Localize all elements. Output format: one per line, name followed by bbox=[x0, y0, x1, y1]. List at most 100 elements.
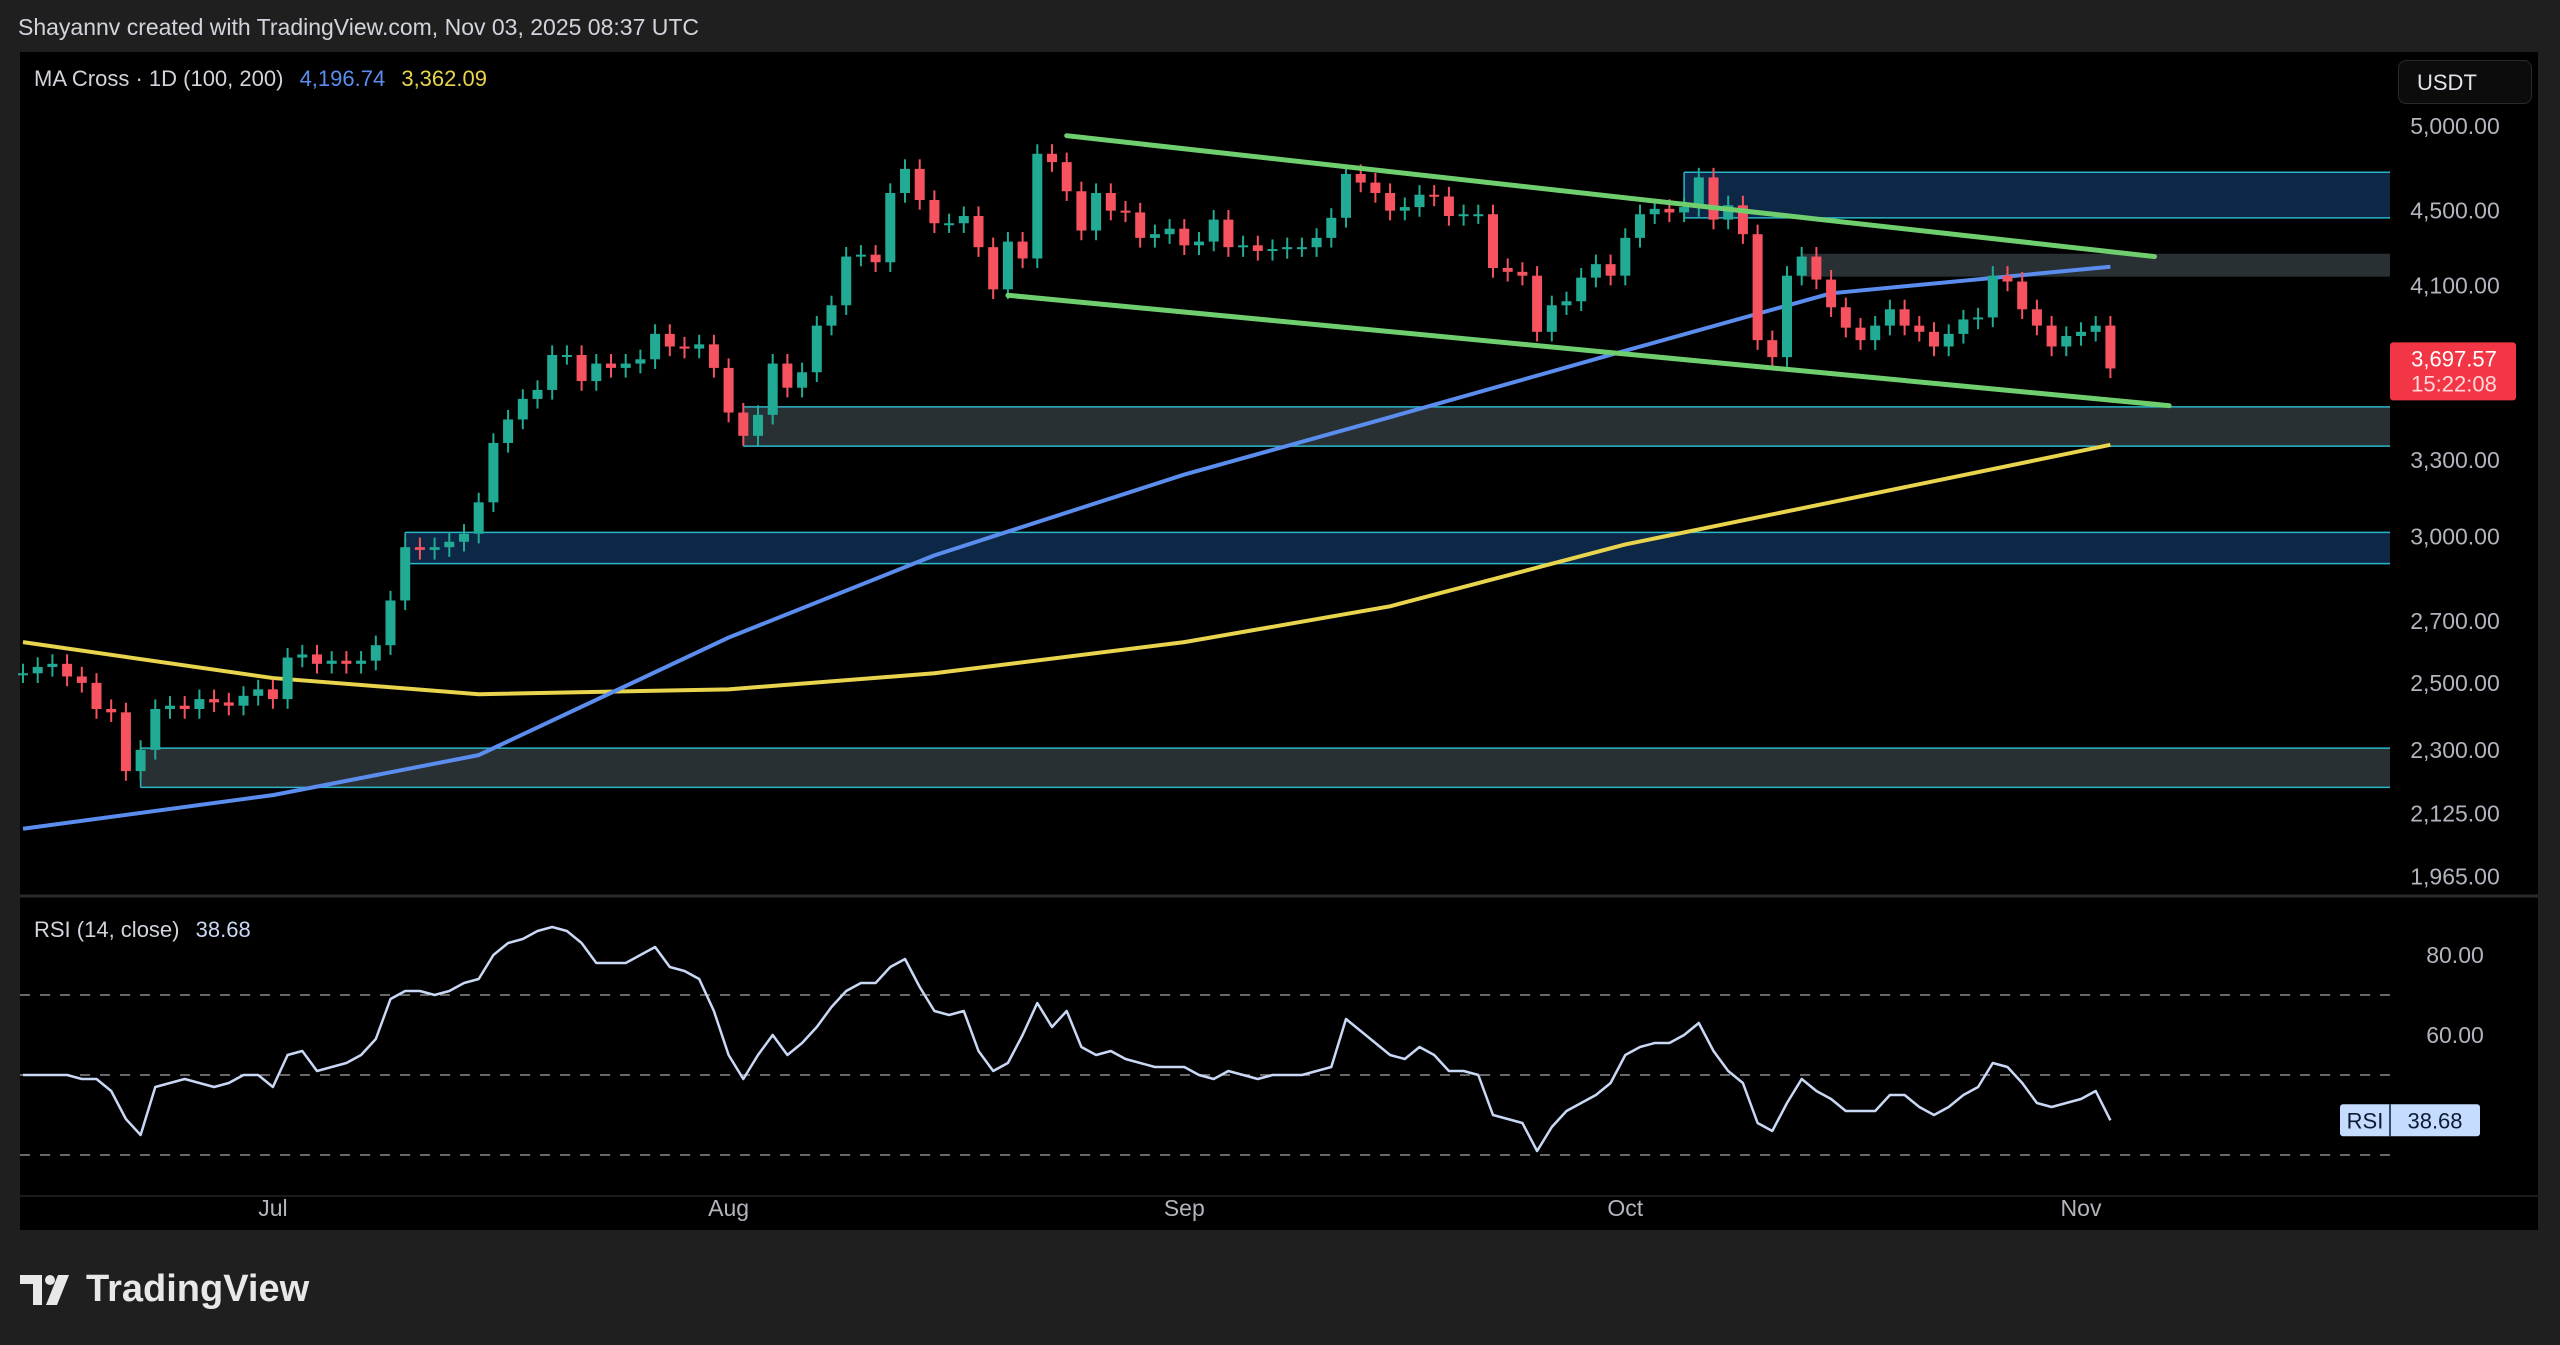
candle bbox=[650, 333, 661, 360]
candle bbox=[885, 192, 896, 263]
candle bbox=[1135, 212, 1146, 238]
price-tick-label: 4,500.00 bbox=[2410, 198, 2500, 224]
candle bbox=[1532, 275, 1543, 332]
candle bbox=[1149, 234, 1160, 238]
candle bbox=[194, 699, 205, 710]
rsi-tick-label: 80.00 bbox=[2426, 942, 2484, 968]
time-tick-label: Oct bbox=[1607, 1195, 1643, 1221]
candle bbox=[664, 333, 675, 347]
candle bbox=[2076, 331, 2086, 336]
candle bbox=[1649, 208, 1660, 215]
rsi-legend: RSI (14, close) 38.68 bbox=[34, 917, 251, 943]
candle bbox=[1120, 210, 1131, 213]
candle bbox=[297, 654, 308, 658]
candle bbox=[341, 660, 352, 664]
candle bbox=[1502, 267, 1513, 272]
candle bbox=[400, 547, 411, 601]
candle bbox=[1958, 319, 1969, 334]
candle bbox=[1223, 219, 1234, 248]
candle bbox=[547, 354, 558, 390]
candle bbox=[900, 168, 910, 193]
candle bbox=[532, 389, 543, 399]
candle bbox=[944, 223, 955, 226]
candle bbox=[2002, 275, 2013, 282]
zone-2 bbox=[743, 406, 2390, 447]
candle bbox=[1546, 305, 1557, 332]
indicator-title[interactable]: MA Cross · 1D (100, 200) bbox=[34, 66, 284, 91]
candle bbox=[47, 663, 58, 667]
candle bbox=[1017, 241, 1028, 259]
price-tick-label: 3,300.00 bbox=[2410, 447, 2500, 473]
tradingview-logo-icon bbox=[20, 1274, 69, 1305]
chart-panel[interactable] bbox=[20, 52, 2538, 1230]
candle bbox=[1723, 205, 1734, 220]
candle bbox=[797, 372, 808, 388]
ma100-line bbox=[22, 264, 2111, 831]
candle bbox=[1252, 245, 1263, 251]
candle bbox=[708, 344, 719, 368]
candle bbox=[106, 709, 117, 713]
candle bbox=[1458, 214, 1469, 217]
candle bbox=[1693, 177, 1704, 208]
candle bbox=[1385, 192, 1396, 211]
candle bbox=[1855, 327, 1866, 341]
candle bbox=[1973, 317, 1984, 320]
candle bbox=[1032, 153, 1043, 259]
rsi-title[interactable]: RSI (14, close) bbox=[34, 917, 180, 942]
candle bbox=[1267, 249, 1278, 252]
candle bbox=[429, 547, 440, 550]
candle bbox=[1811, 256, 1822, 280]
price-tick-label: 3,000.00 bbox=[2410, 523, 2500, 549]
candle bbox=[855, 254, 866, 257]
chart-attribution: Shayannv created with TradingView.com, N… bbox=[18, 14, 700, 40]
candle bbox=[473, 502, 484, 534]
candle bbox=[1355, 174, 1366, 183]
candle bbox=[929, 200, 940, 224]
tradingview-logo[interactable]: TradingView bbox=[20, 1268, 309, 1311]
time-tick-label: Sep bbox=[1164, 1195, 1205, 1221]
zone-3 bbox=[405, 532, 2391, 564]
zone-0 bbox=[1684, 172, 2390, 218]
candle bbox=[1488, 214, 1498, 268]
candle bbox=[561, 354, 572, 357]
zone-4 bbox=[140, 748, 2390, 788]
candle bbox=[1061, 162, 1072, 192]
candle bbox=[914, 168, 925, 201]
candle bbox=[1194, 241, 1204, 246]
ma200-value: 3,362.09 bbox=[401, 66, 487, 91]
candle bbox=[811, 325, 822, 373]
candle bbox=[1282, 247, 1293, 250]
price-tick-label: 2,300.00 bbox=[2410, 737, 2500, 763]
currency-button[interactable]: USDT bbox=[2398, 60, 2532, 104]
price-tick-label: 5,000.00 bbox=[2410, 113, 2500, 139]
candle bbox=[1840, 307, 1851, 328]
candle bbox=[150, 709, 161, 750]
price-tick-label: 2,500.00 bbox=[2410, 670, 2500, 696]
candle bbox=[1737, 205, 1748, 235]
price-tick-label: 4,100.00 bbox=[2410, 272, 2500, 298]
candle bbox=[1664, 208, 1675, 213]
candle bbox=[1326, 217, 1337, 238]
candle bbox=[1296, 247, 1307, 250]
candle bbox=[253, 689, 264, 696]
candle bbox=[1105, 192, 1116, 211]
candle bbox=[1590, 264, 1601, 278]
candle bbox=[1311, 237, 1322, 248]
time-tick-label: Aug bbox=[708, 1195, 749, 1221]
candle bbox=[958, 216, 969, 224]
candle bbox=[1561, 301, 1572, 306]
candle bbox=[606, 363, 616, 368]
candle bbox=[1517, 271, 1528, 276]
candle bbox=[1414, 194, 1425, 208]
candle bbox=[1238, 245, 1249, 248]
candle bbox=[767, 363, 778, 415]
candle bbox=[679, 346, 690, 349]
rsi-badge-label: RSI bbox=[2347, 1108, 2384, 1133]
candle bbox=[1679, 207, 1690, 213]
candle bbox=[209, 699, 220, 703]
current-price-label: 3,697.57 bbox=[2411, 346, 2497, 371]
candle bbox=[1796, 256, 1807, 276]
candle bbox=[62, 663, 73, 677]
rsi-badge bbox=[2340, 1104, 2480, 1137]
